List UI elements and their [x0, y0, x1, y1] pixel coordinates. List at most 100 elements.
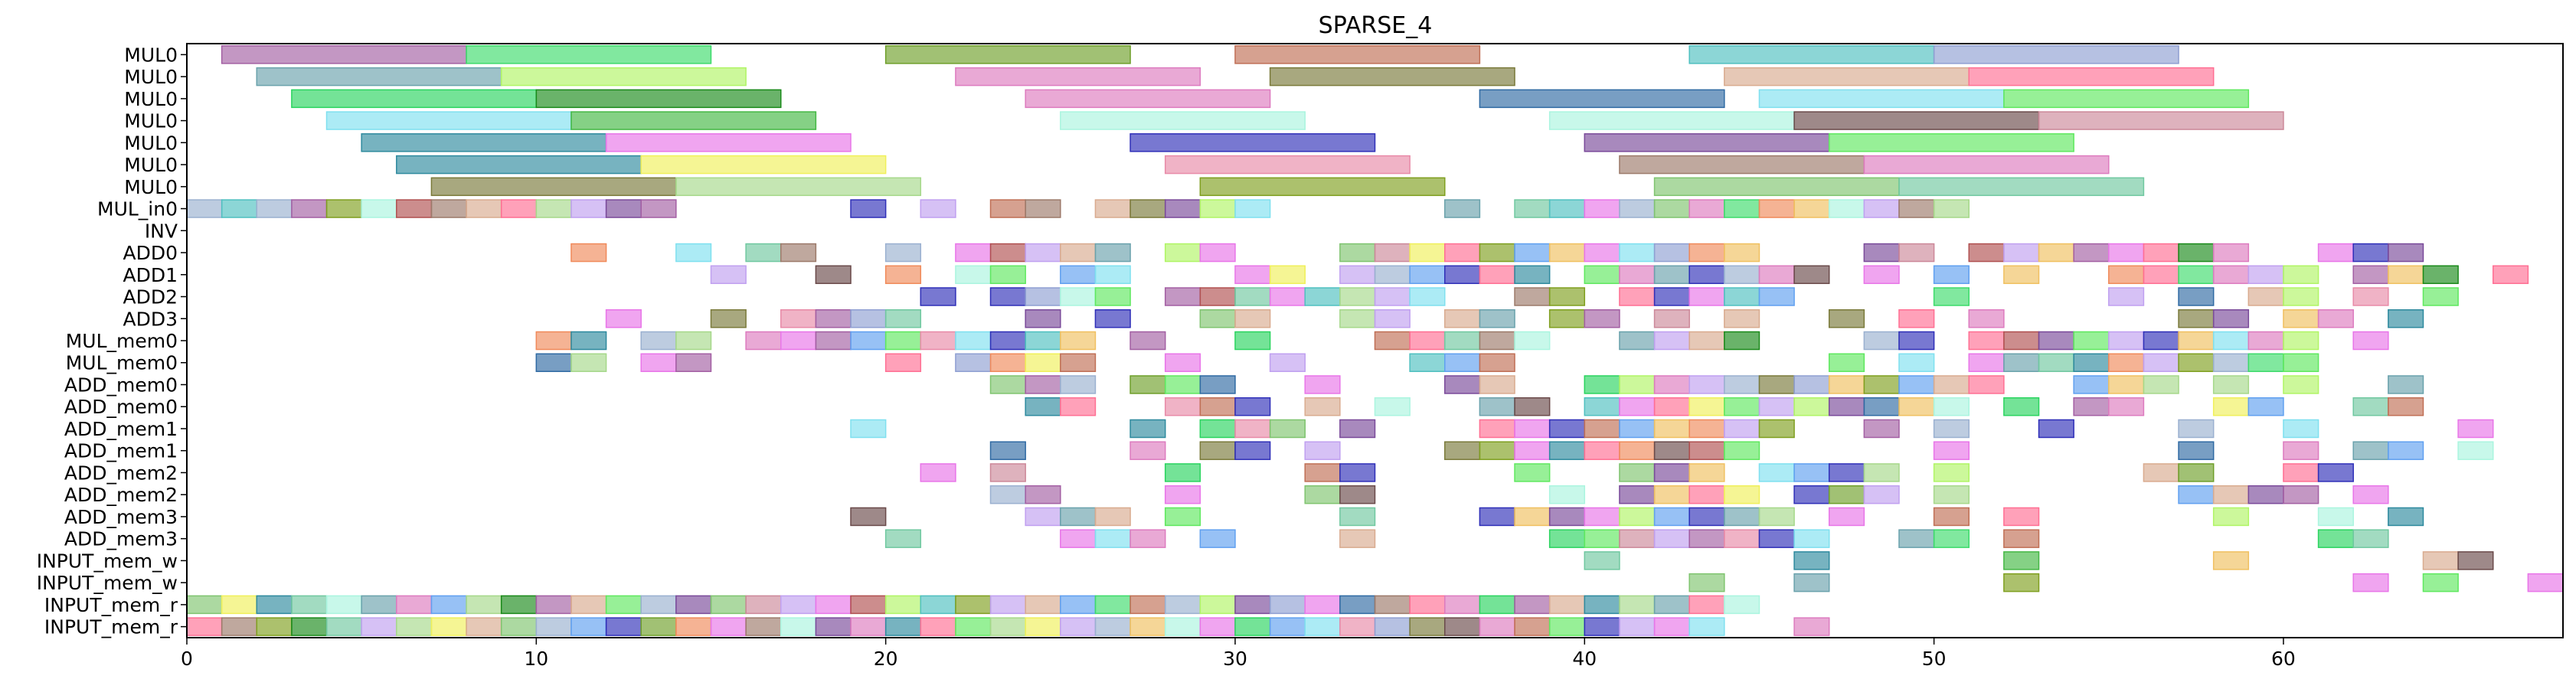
task-bar — [1688, 331, 1725, 351]
y-tick-label: ADD_mem2 — [64, 462, 178, 484]
task-bar — [1199, 419, 1236, 439]
task-bar — [1653, 287, 1690, 306]
task-bar — [1933, 199, 1970, 218]
task-bar — [1409, 353, 1446, 372]
task-bar — [1479, 331, 1515, 351]
task-bar — [850, 309, 887, 328]
task-bar — [1269, 287, 1306, 306]
task-bar — [2038, 243, 2074, 263]
task-bar — [2108, 265, 2145, 285]
task-bar — [1653, 507, 1690, 527]
task-bar — [1304, 617, 1341, 636]
task-bar — [1514, 441, 1551, 460]
task-bar — [2003, 243, 2040, 263]
task-bar — [2212, 485, 2250, 504]
task-bar — [2457, 419, 2494, 439]
task-bar — [1199, 617, 1236, 636]
y-tick-label: MUL0 — [124, 132, 178, 154]
task-bar — [1898, 397, 1935, 416]
task-bar — [256, 617, 293, 636]
task-bar — [1094, 595, 1131, 615]
task-bar — [186, 617, 223, 636]
bars-layer — [186, 45, 2564, 636]
task-bar — [1269, 353, 1306, 372]
task-bar — [1898, 243, 1935, 263]
task-bar — [1025, 331, 1061, 351]
task-bar — [2212, 265, 2250, 285]
task-bar — [2388, 397, 2424, 416]
task-bar — [1653, 441, 1690, 460]
task-bar — [675, 243, 712, 263]
task-bar — [1304, 375, 1341, 394]
task-bar — [570, 243, 607, 263]
task-bar — [1584, 617, 1620, 636]
task-bar — [2143, 463, 2179, 482]
task-bar — [2388, 507, 2424, 527]
task-bar — [1688, 199, 1725, 218]
task-bar — [884, 617, 922, 636]
task-bar — [466, 617, 502, 636]
task-bar — [1548, 617, 1586, 636]
task-bar — [396, 617, 433, 636]
task-bar — [2352, 441, 2389, 460]
task-bar — [1025, 595, 1061, 615]
task-bar — [2388, 441, 2424, 460]
task-bar — [1584, 375, 1620, 394]
task-bar — [1060, 595, 1097, 615]
task-bar — [2212, 375, 2250, 394]
task-bar — [1304, 287, 1341, 306]
task-bar — [710, 595, 747, 615]
task-bar — [605, 617, 642, 636]
task-bar — [1479, 353, 1515, 372]
task-bar — [2212, 353, 2250, 372]
task-bar — [2073, 331, 2110, 351]
task-bar — [1514, 243, 1551, 263]
task-bar — [1164, 595, 1201, 615]
task-bar — [850, 199, 887, 218]
task-bar — [1514, 419, 1551, 439]
task-bar — [1688, 507, 1725, 527]
task-bar — [605, 199, 642, 218]
task-bar — [989, 353, 1026, 372]
task-bar — [1863, 243, 1900, 263]
task-bar — [1060, 287, 1097, 306]
task-bar — [1653, 177, 1900, 197]
task-bar — [570, 331, 607, 351]
task-bar — [1164, 287, 1201, 306]
task-bar — [1619, 243, 1656, 263]
y-tick-label: ADD_mem3 — [64, 528, 178, 550]
task-bar — [1025, 375, 1061, 394]
y-tick-label: INPUT_mem_r — [44, 594, 178, 616]
task-bar — [1060, 397, 1097, 416]
task-bar — [2108, 287, 2145, 306]
task-bar — [1164, 199, 1201, 218]
task-bar — [256, 595, 293, 615]
task-bar — [605, 133, 852, 152]
task-bar — [920, 463, 956, 482]
task-bar — [675, 177, 922, 197]
task-bar — [955, 265, 992, 285]
task-bar — [955, 243, 992, 263]
task-bar — [1828, 507, 1865, 527]
task-bar — [1724, 199, 1760, 218]
task-bar — [1933, 463, 1970, 482]
task-bar — [640, 595, 677, 615]
task-bar — [1514, 463, 1551, 482]
task-bar — [1933, 265, 1970, 285]
task-bar — [1653, 243, 1690, 263]
task-bar — [1409, 595, 1446, 615]
task-bar — [1339, 419, 1376, 439]
task-bar — [1199, 529, 1236, 548]
task-bar — [1933, 375, 1970, 394]
task-bar — [955, 353, 992, 372]
task-bar — [2247, 331, 2284, 351]
task-bar — [361, 133, 607, 152]
y-tick-label: ADD1 — [123, 264, 178, 286]
task-bar — [1269, 595, 1306, 615]
task-bar — [675, 595, 712, 615]
task-bar — [1374, 243, 1411, 263]
task-bar — [221, 595, 258, 615]
task-bar — [989, 375, 1026, 394]
task-bar — [815, 265, 852, 285]
task-bar — [1479, 375, 1515, 394]
